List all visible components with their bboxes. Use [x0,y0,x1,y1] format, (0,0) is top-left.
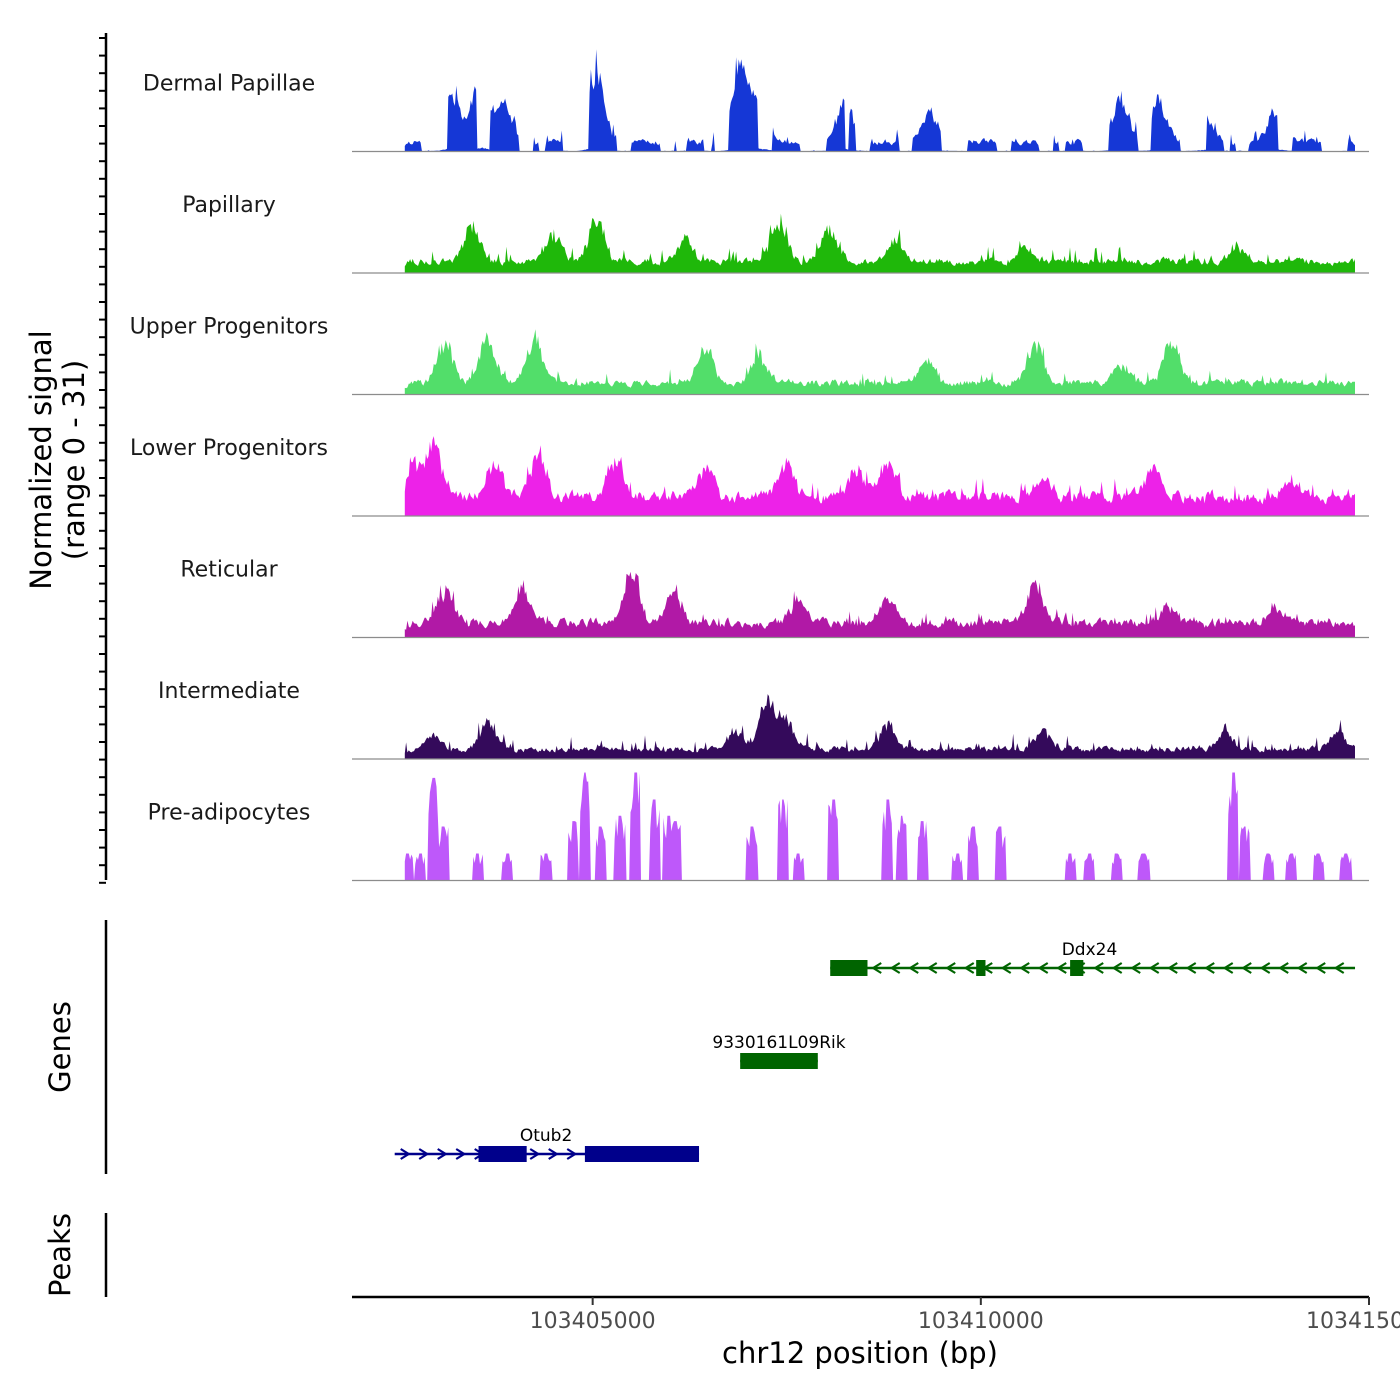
x-tick-label: 103415000 [1306,1309,1400,1334]
y-axis-title: Normalized signal [24,330,58,589]
signal-tracks: Dermal Papillae Papillary Upper Progenitor… [130,49,1369,882]
gene-otub2: Otub2 [394,1126,700,1162]
strand-arrow [1167,962,1178,974]
strand-arrow [1333,962,1345,974]
track-label: Upper Progenitors [130,315,329,340]
track-reticular: Reticular [180,558,1369,639]
track-signal-area [404,213,1355,273]
gene-label: 9330161L09Rik [712,1033,845,1053]
strand-arrow [1259,962,1271,974]
track-label: Papillary [182,193,276,218]
strand-arrow [437,1148,448,1160]
track-label: Reticular [180,558,278,583]
strand-arrow [548,1148,559,1160]
track-papillary: Papillary [182,193,1369,274]
strand-arrow [566,1148,578,1160]
track-signal-area [404,772,1355,881]
strand-arrow [400,1148,411,1160]
x-tick-label: 103405000 [530,1309,656,1334]
strand-arrow [945,962,956,974]
strand-arrow [1019,962,1030,974]
strand-arrow [1278,962,1289,974]
strand-arrow [1056,962,1067,974]
track-signal-area [404,49,1355,152]
genes-panel-title: Genes [43,1001,77,1093]
track-label: Pre-adipocytes [148,801,311,826]
gene-label: Ddx24 [1062,940,1118,960]
gene-exon [740,1053,818,1069]
strand-arrow [455,1148,467,1160]
strand-arrow [908,962,919,974]
track-signal-area [404,694,1355,759]
track-label: Dermal Papillae [143,72,315,97]
track-upper-progenitors: Upper Progenitors [130,315,1369,396]
strand-arrow [529,1148,541,1160]
gene-exon [1070,960,1084,976]
track-signal-area [404,329,1355,395]
track-signal-area [404,436,1355,516]
track-dermal-papillae: Dermal Papillae [143,49,1369,153]
gene-ddx24: Ddx24 [830,940,1356,976]
strand-arrow [1241,962,1252,974]
gene-exon [478,1146,527,1162]
gene-label: Otub2 [520,1126,572,1146]
peaks-panel-title: Peaks [43,1213,77,1297]
strand-arrow [1148,962,1160,974]
x-axis-ticks: 103405000 103410000 103415000 [530,1297,1400,1334]
gene-annotations: Ddx24 9330161L09Rik Otub2 [394,940,1356,1162]
strand-arrow [1204,962,1215,974]
strand-arrow [926,962,938,974]
strand-arrow [1222,962,1234,974]
track-label: Intermediate [158,679,300,704]
gene-exon [976,960,986,976]
gene-exon [584,1146,700,1162]
strand-arrow [889,962,901,974]
strand-arrow [1296,962,1308,974]
track-label: Lower Progenitors [130,436,328,461]
track-pre-adipocytes: Pre-adipocytes [148,772,1369,882]
strand-arrow [1000,962,1012,974]
strand-arrow [418,1148,430,1160]
strand-arrow [1130,962,1141,974]
gene-exon [830,960,868,976]
track-intermediate: Intermediate [158,679,1369,760]
strand-arrow [963,962,975,974]
strand-arrow [1037,962,1049,974]
y-axis-range: (range 0 - 31) [57,360,91,560]
track-lower-progenitors: Lower Progenitors [130,436,1369,517]
coverage-y-axis [99,33,108,884]
strand-arrow [1093,962,1104,974]
x-tick-label: 103410000 [918,1309,1044,1334]
strand-arrow [871,962,882,974]
gene-9330161l09rik: 9330161L09Rik [712,1033,846,1069]
strand-arrow [1111,962,1123,974]
strand-arrow [1315,962,1326,974]
strand-arrow [1185,962,1197,974]
track-signal-area [404,571,1355,638]
x-axis-title: chr12 position (bp) [722,1336,998,1370]
